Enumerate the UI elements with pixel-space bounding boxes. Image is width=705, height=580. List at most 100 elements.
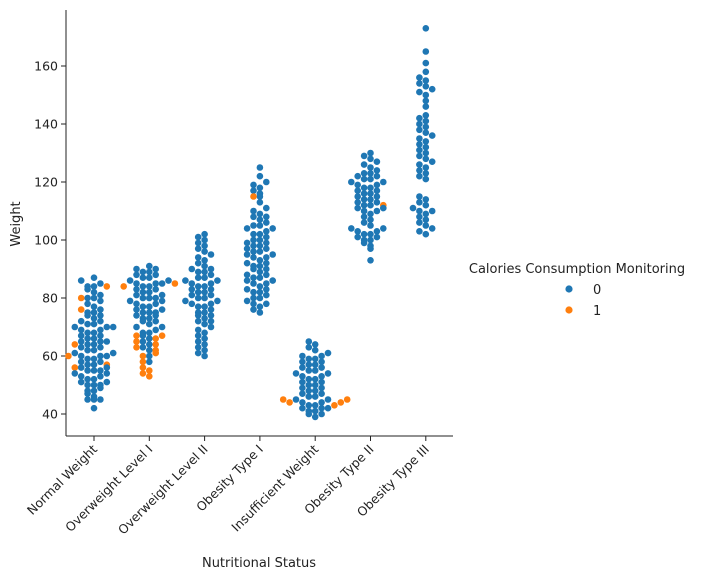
swarm-point-hue-0 (305, 355, 313, 363)
swarm-point-hue-0 (256, 216, 264, 223)
swarm-point-hue-0 (182, 277, 189, 284)
swarm-point-hue-0 (182, 297, 189, 305)
x-axis-title: Nutritional Status (202, 556, 316, 571)
swarm-point-hue-0 (373, 181, 381, 189)
swarm-point-hue-0 (256, 230, 264, 238)
swarm-point-hue-0 (207, 312, 215, 319)
swarm-point-hue-0 (422, 175, 430, 183)
swarm-point-hue-0 (77, 358, 85, 366)
swarm-point-hue-0 (90, 341, 98, 348)
swarm-point-hue-0 (422, 112, 430, 119)
swarm-point-hue-0 (97, 317, 104, 325)
swarm-point-hue-0 (428, 207, 436, 215)
swarm-point-hue-0 (256, 199, 264, 206)
y-tick-label: 120 (34, 175, 58, 190)
swarm-point-hue-0 (367, 257, 374, 264)
swarm-point-hue-0 (146, 346, 153, 354)
swarm-point-hue-0 (416, 114, 423, 122)
swarm-point-hue-0 (263, 291, 270, 299)
swarm-point-hue-0 (194, 332, 202, 340)
swarm-point-hue-0 (318, 390, 325, 398)
swarm-point-hue-0 (360, 152, 368, 160)
swarm-point-hue-0 (77, 373, 85, 380)
swarm-point-hue-0 (250, 265, 257, 273)
swarm-point-hue-0 (152, 317, 159, 325)
swarm-point-hue-0 (416, 193, 423, 200)
swarm-point-hue-0 (305, 381, 313, 389)
swarm-point-hue-0 (146, 309, 153, 316)
swarm-point-hue-0 (201, 320, 208, 328)
swarm-point-hue-0 (97, 358, 104, 366)
swarm-point-hue-0 (416, 135, 423, 142)
swarm-point-hue-0 (90, 355, 98, 363)
swarm-point-hue-0 (318, 378, 325, 386)
swarm-point-hue-0 (97, 384, 104, 392)
swarm-point-hue-0 (243, 245, 251, 252)
swarm-point-hue-0 (373, 187, 381, 194)
swarm-point-hue-0 (416, 146, 423, 154)
y-tick-label: 160 (34, 59, 58, 74)
swarm-point-hue-0 (263, 300, 270, 308)
swarm-point-hue-0 (311, 387, 319, 395)
swarm-point-hue-0 (422, 138, 430, 145)
swarm-point-hue-0 (207, 280, 215, 287)
swarm-point-hue-0 (146, 283, 153, 290)
swarm-point-hue-1 (103, 283, 111, 290)
swarm-point-hue-0 (97, 332, 104, 340)
y-tick-label: 40 (42, 407, 58, 422)
swarm-point-hue-0 (201, 274, 208, 282)
swarm-point-hue-0 (77, 332, 85, 340)
swarm-point-hue-0 (422, 77, 430, 84)
swarm-point-hue-0 (152, 326, 159, 334)
swarm-point-hue-0 (311, 341, 319, 348)
swarm-point-hue-1 (71, 364, 79, 371)
swarm-point-hue-0 (71, 349, 79, 357)
swarm-point-hue-0 (194, 303, 202, 311)
swarm-point-hue-0 (201, 288, 208, 296)
swarm-point-hue-0 (299, 399, 306, 406)
swarm-point-hue-0 (305, 402, 313, 409)
swarm-point-hue-0 (152, 300, 159, 308)
swarm-point-hue-0 (422, 25, 430, 32)
legend-title: Calories Consumption Monitoring (469, 262, 685, 277)
swarm-point-hue-0 (305, 338, 313, 345)
swarm-point-hue-0 (201, 329, 208, 337)
swarm-point-hue-0 (354, 228, 362, 235)
swarm-point-hue-0 (77, 352, 85, 360)
swarm-point-hue-1 (139, 358, 147, 366)
swarm-point-hue-0 (194, 312, 202, 319)
swarm-point-hue-0 (299, 358, 306, 366)
swarm-point-hue-0 (318, 410, 325, 418)
swarm-point-hue-0 (194, 338, 202, 345)
swarm-point-hue-0 (109, 323, 117, 331)
swarm-point-hue-0 (207, 265, 215, 273)
swarm-point-hue-0 (311, 393, 319, 400)
swarm-point-hue-0 (305, 393, 313, 400)
swarm-point-hue-0 (188, 286, 196, 293)
swarm-point-hue-0 (84, 341, 91, 348)
swarm-point-hue-0 (90, 309, 98, 316)
swarm-point-hue-0 (416, 126, 423, 134)
swarm-point-hue-0 (109, 349, 117, 357)
swarm-point-hue-0 (194, 233, 202, 241)
swarm-point-hue-0 (201, 303, 208, 311)
swarm-point-hue-0 (139, 344, 147, 351)
swarm-point-hue-0 (152, 265, 159, 273)
legend-marker-0 (565, 285, 573, 293)
swarm-point-hue-0 (299, 384, 306, 392)
swarm-point-hue-0 (250, 274, 257, 282)
swarm-point-hue-0 (188, 300, 196, 308)
swarm-point-hue-0 (77, 317, 85, 325)
swarm-point-hue-1 (133, 344, 140, 351)
swarm-point-hue-0 (250, 306, 257, 313)
swarm-point-hue-0 (250, 254, 257, 261)
swarm-point-hue-0 (354, 193, 362, 200)
swarm-point-hue-0 (373, 158, 381, 165)
swarm-point-hue-0 (188, 280, 196, 287)
swarm-point-hue-0 (305, 410, 313, 418)
swarm-point-hue-0 (250, 213, 257, 221)
swarm-point-hue-0 (139, 332, 147, 340)
swarm-point-hue-0 (84, 381, 91, 389)
swarm-point-hue-0 (263, 254, 270, 261)
swarm-point-hue-0 (318, 404, 325, 412)
